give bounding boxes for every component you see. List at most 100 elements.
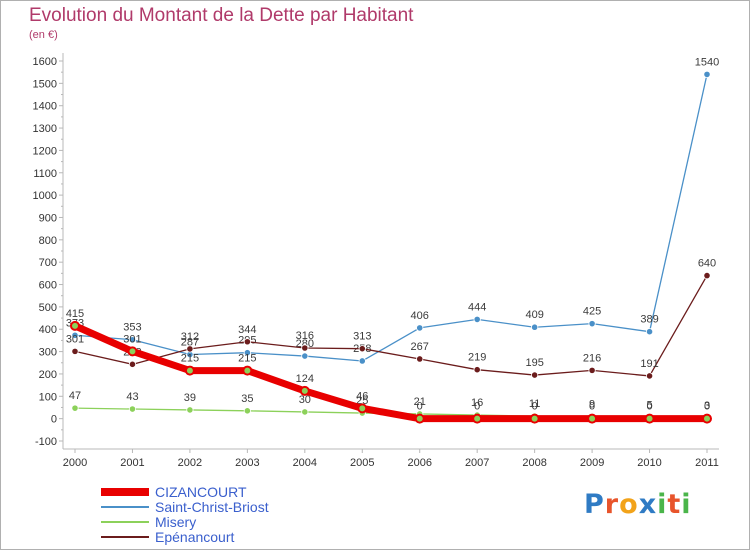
data-point	[128, 360, 137, 368]
data-label: 344	[238, 324, 256, 336]
data-label: 195	[525, 357, 543, 369]
legend-swatch	[101, 488, 149, 496]
logo-letter: i	[681, 489, 692, 520]
legend-item: Epénancourt	[101, 529, 401, 545]
y-tick-label: 400	[39, 324, 57, 336]
data-point	[301, 352, 309, 360]
data-point	[472, 413, 483, 424]
data-label: 0	[646, 401, 652, 413]
series-line	[74, 275, 708, 377]
logo-letter: r	[604, 489, 620, 520]
data-point	[473, 315, 481, 323]
data-point	[127, 346, 138, 357]
data-label: 301	[66, 333, 84, 345]
data-point	[128, 405, 137, 413]
data-point	[645, 372, 654, 380]
x-tick-label: 2000	[63, 457, 87, 469]
legend-swatch	[101, 506, 149, 508]
logo-letter: P	[584, 489, 605, 520]
data-point	[588, 366, 596, 374]
data-point	[243, 349, 251, 357]
legend-item: CIZANCOURT	[101, 484, 401, 500]
data-label: 9	[589, 399, 595, 411]
x-tick-label: 2002	[178, 457, 202, 469]
x-tick-label: 2008	[522, 457, 546, 469]
data-point	[243, 338, 251, 346]
data-point	[71, 404, 79, 412]
data-label: 0	[474, 401, 480, 413]
data-label: 47	[69, 390, 81, 402]
data-point	[473, 366, 481, 374]
data-label: 3	[704, 400, 710, 412]
data-point	[357, 403, 368, 414]
y-tick-label: 600	[39, 280, 57, 292]
legend-label: Epénancourt	[155, 529, 235, 545]
x-tick-label: 2005	[350, 457, 374, 469]
data-point	[644, 413, 655, 424]
data-label: 16	[471, 397, 483, 409]
chart-subtitle: (en €)	[29, 29, 58, 41]
y-tick-label: 500	[39, 302, 57, 314]
data-point	[702, 413, 712, 424]
data-point	[128, 336, 137, 344]
data-label: 21	[414, 396, 426, 408]
data-point	[703, 271, 711, 280]
y-tick-label: 100	[39, 391, 57, 403]
data-point	[531, 371, 539, 379]
data-label: 215	[238, 353, 256, 365]
x-tick-label: 2009	[580, 457, 604, 469]
legend-swatch	[101, 521, 149, 523]
data-point	[587, 413, 598, 424]
legend-item: Saint-Christ-Briost	[101, 499, 401, 515]
data-point	[414, 413, 425, 424]
data-point	[358, 345, 366, 353]
data-label: 46	[356, 390, 368, 402]
data-label: 409	[525, 309, 543, 321]
data-point	[71, 331, 79, 339]
data-label: 5	[646, 400, 652, 412]
logo-letter: o	[619, 489, 639, 520]
data-label: 353	[123, 322, 141, 334]
data-point	[416, 324, 424, 332]
data-label: 124	[296, 373, 314, 385]
data-label: 30	[299, 394, 311, 406]
legend-label: Saint-Christ-Briost	[155, 499, 269, 515]
data-label: 0	[589, 401, 595, 413]
y-tick-label: 1200	[33, 145, 57, 157]
data-label: 43	[126, 391, 138, 403]
data-label: 0	[532, 401, 538, 413]
logo-letter: t	[667, 489, 682, 520]
y-tick-label: 300	[39, 347, 57, 359]
data-label: 267	[411, 341, 429, 353]
data-point	[70, 320, 80, 331]
y-tick-label: 1000	[33, 190, 57, 202]
x-tick-label: 2007	[465, 457, 489, 469]
data-label: 0	[704, 401, 710, 413]
data-label: 389	[640, 314, 658, 326]
data-label: 35	[241, 393, 253, 405]
data-point	[703, 70, 711, 79]
x-tick-label: 2011	[695, 457, 719, 469]
data-point	[186, 406, 194, 414]
y-tick-label: 900	[39, 212, 57, 224]
x-tick-label: 2001	[120, 457, 144, 469]
data-label: 11	[529, 398, 540, 410]
y-tick-label: 1300	[33, 123, 57, 135]
data-point	[358, 357, 366, 365]
data-point	[588, 320, 596, 328]
y-tick-label: 700	[39, 257, 57, 269]
series-line	[74, 74, 708, 362]
legend-item: Misery	[101, 514, 401, 530]
data-label: 313	[353, 331, 371, 343]
data-label: 1540	[695, 56, 719, 68]
data-label: 216	[583, 352, 601, 364]
data-point	[242, 365, 253, 376]
data-label: 219	[468, 352, 486, 364]
data-point	[301, 408, 309, 416]
data-label: 444	[468, 301, 486, 313]
data-label: 425	[583, 306, 601, 318]
data-point	[243, 407, 251, 415]
x-tick-label: 2004	[293, 457, 317, 469]
x-tick-label: 2003	[235, 457, 259, 469]
